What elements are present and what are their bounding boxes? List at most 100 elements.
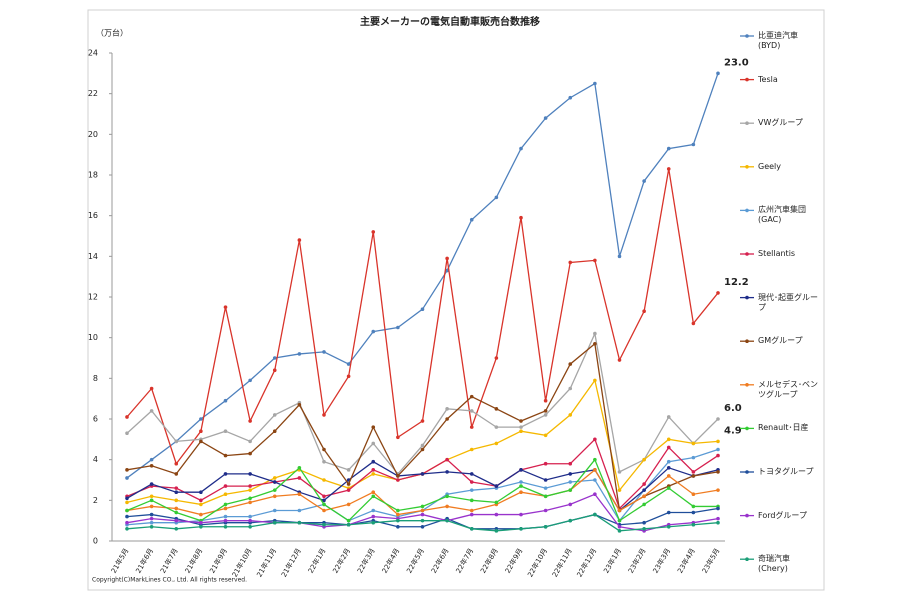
data-point [543, 398, 548, 403]
data-point [642, 309, 646, 314]
data-point [149, 482, 154, 486]
data-point [445, 518, 449, 523]
legend-marker [745, 339, 749, 344]
data-point [248, 451, 252, 456]
data-point [420, 472, 425, 476]
legend-marker [745, 557, 749, 561]
legend-marker [745, 470, 749, 474]
data-point [272, 356, 277, 360]
data-point [519, 468, 523, 472]
data-point [297, 466, 302, 470]
data-point [174, 486, 179, 490]
data-point [272, 520, 277, 525]
data-point [716, 506, 720, 511]
data-point [617, 358, 622, 362]
data-point [716, 291, 720, 295]
data-point [543, 461, 548, 466]
data-point [519, 419, 523, 423]
data-point [248, 484, 252, 488]
data-point [568, 386, 573, 391]
x-tick-label: 23年3月 [651, 547, 672, 575]
data-point [248, 524, 252, 529]
data-point [666, 510, 671, 515]
data-point [371, 490, 376, 495]
data-point [445, 457, 449, 462]
data-point [445, 417, 449, 421]
data-point [223, 506, 228, 511]
x-tick-label: 22年3月 [355, 547, 376, 575]
data-point [322, 350, 326, 354]
y-tick-label: 24 [88, 49, 98, 58]
data-point [371, 441, 376, 446]
data-point [568, 461, 573, 466]
data-point [593, 457, 597, 462]
data-point [543, 413, 548, 417]
data-point [346, 374, 351, 379]
data-point [691, 455, 696, 460]
data-point [617, 254, 622, 259]
data-point [494, 195, 499, 200]
data-point [199, 439, 203, 444]
data-point [297, 238, 302, 242]
legend-marker [745, 513, 749, 518]
data-point [666, 445, 671, 450]
x-tick-label: 23年5月 [700, 547, 721, 575]
data-point [297, 402, 302, 407]
value-label: 12.2 [724, 277, 749, 288]
data-point [346, 362, 351, 366]
data-point [149, 504, 154, 509]
data-point [494, 425, 499, 429]
data-point [420, 508, 425, 513]
data-point [642, 482, 646, 486]
data-point [469, 217, 474, 222]
data-point [223, 502, 228, 507]
data-point [396, 478, 400, 482]
data-point [125, 476, 129, 480]
data-point [691, 142, 696, 147]
data-point [149, 524, 154, 529]
data-point [125, 500, 129, 505]
data-point [174, 472, 179, 476]
data-point [642, 488, 646, 492]
data-point [716, 439, 720, 444]
series-line [126, 378, 719, 506]
data-point [469, 447, 474, 452]
data-point [125, 496, 129, 501]
y-tick-label: 0 [93, 537, 98, 546]
data-point [223, 518, 228, 523]
legend-marker [745, 295, 749, 300]
data-point [272, 429, 277, 434]
y-tick-label: 10 [88, 333, 98, 342]
data-point [297, 352, 302, 356]
data-point [519, 215, 523, 220]
data-point [519, 429, 523, 434]
data-point [174, 506, 179, 511]
data-point [420, 307, 425, 312]
x-tick-label: 22年11月 [550, 547, 574, 579]
data-point [149, 520, 154, 525]
data-point [691, 510, 696, 515]
legend-label: 現代･起亜グループ [758, 292, 818, 312]
x-tick-label: 21年11月 [255, 547, 279, 579]
x-tick-label: 21年10月 [230, 547, 254, 579]
data-point [494, 441, 499, 446]
data-point [543, 494, 548, 499]
data-point [174, 510, 179, 515]
legend-label: メルセデス･ベンツグループ [758, 379, 818, 399]
data-point [691, 470, 696, 474]
data-point [666, 146, 671, 151]
data-point [199, 524, 203, 529]
data-point [642, 502, 646, 507]
y-tick-label: 20 [88, 130, 98, 139]
x-tick-label: 22年7月 [454, 547, 475, 575]
data-point [469, 527, 474, 531]
legend-label: 奇瑞汽車 (Chery) [758, 554, 790, 574]
data-point [346, 502, 351, 507]
data-point [642, 520, 646, 525]
data-point [716, 71, 720, 76]
data-point [445, 504, 449, 509]
legend-label: Geely [758, 161, 781, 171]
legend-marker [745, 34, 749, 38]
data-point [519, 527, 523, 531]
legend-label: 広州汽車集団 (GAC) [758, 205, 806, 225]
